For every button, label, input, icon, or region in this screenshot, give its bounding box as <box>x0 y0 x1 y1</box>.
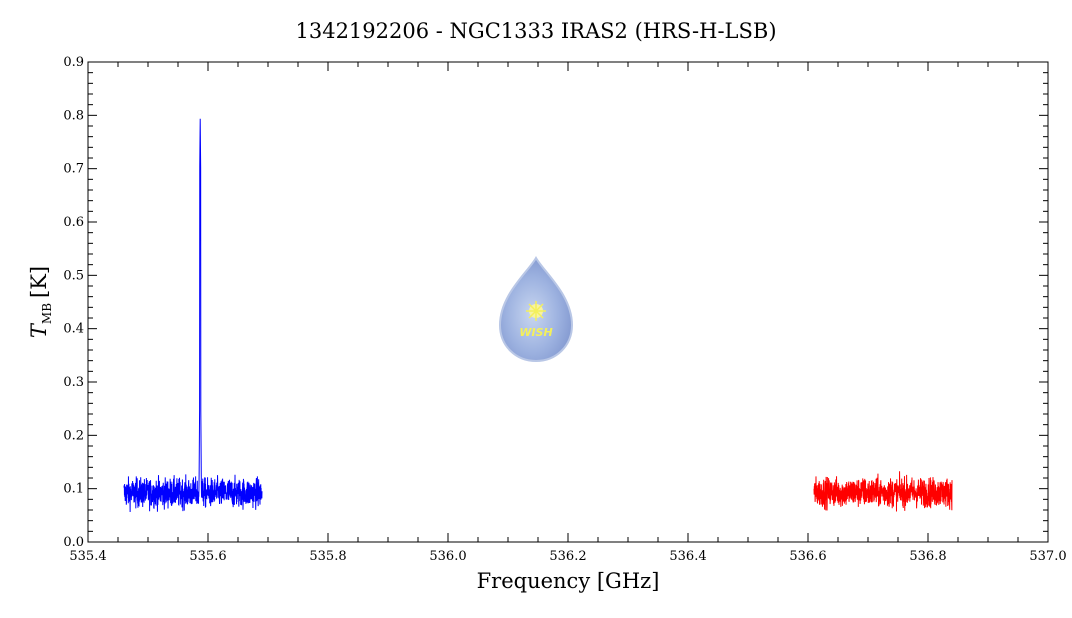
y-axis-unit: [K] <box>27 266 51 298</box>
y-axis-symbol: T <box>27 322 51 338</box>
y-tick-label: 0.8 <box>63 108 84 123</box>
x-tick-label: 537.0 <box>1029 549 1066 564</box>
chart-title: 1342192206 - NGC1333 IRAS2 (HRS-H-LSB) <box>295 19 776 43</box>
x-tick-label: 536.6 <box>789 549 826 564</box>
y-tick-labels: 0.0 0.1 0.2 0.3 0.4 0.5 0.6 0.7 0.8 0.9 <box>63 55 84 550</box>
x-tick-label: 536.2 <box>549 549 586 564</box>
spectrum-series-2 <box>813 471 953 512</box>
x-tick-labels: 535.4 535.6 535.8 536.0 536.2 536.4 536.6 536.8… <box>69 549 1066 564</box>
y-tick-label: 0.9 <box>63 55 84 70</box>
x-axis-label: Frequency [GHz] <box>477 569 660 593</box>
plot-frame <box>87 61 1049 543</box>
spectrum-series-1 <box>123 118 263 512</box>
y-tick-label: 0.3 <box>63 375 84 390</box>
y-tick-label: 0.0 <box>63 535 84 550</box>
star-rays-icon <box>526 301 546 321</box>
series-layer <box>123 118 953 512</box>
axis-ticks <box>87 61 1049 543</box>
logo-text: WISH <box>519 326 552 339</box>
wish-logo: WISH <box>498 255 574 363</box>
y-tick-label: 0.6 <box>63 215 84 230</box>
y-tick-label: 0.4 <box>63 322 84 337</box>
y-tick-label: 0.7 <box>63 162 84 177</box>
x-tick-label: 535.6 <box>189 549 226 564</box>
y-axis-subscript: MB <box>40 303 54 324</box>
y-tick-label: 0.1 <box>63 482 84 497</box>
x-tick-label: 536.0 <box>429 549 466 564</box>
x-tick-label: 536.4 <box>669 549 706 564</box>
x-tick-label: 535.4 <box>69 549 106 564</box>
y-axis-label: TMB [K] <box>27 266 54 338</box>
x-tick-label: 536.8 <box>909 549 946 564</box>
x-tick-label: 535.8 <box>309 549 346 564</box>
svg-text:TMB[K]: TMB [K] <box>27 266 54 338</box>
y-tick-label: 0.5 <box>63 268 84 283</box>
y-tick-label: 0.2 <box>63 428 84 443</box>
